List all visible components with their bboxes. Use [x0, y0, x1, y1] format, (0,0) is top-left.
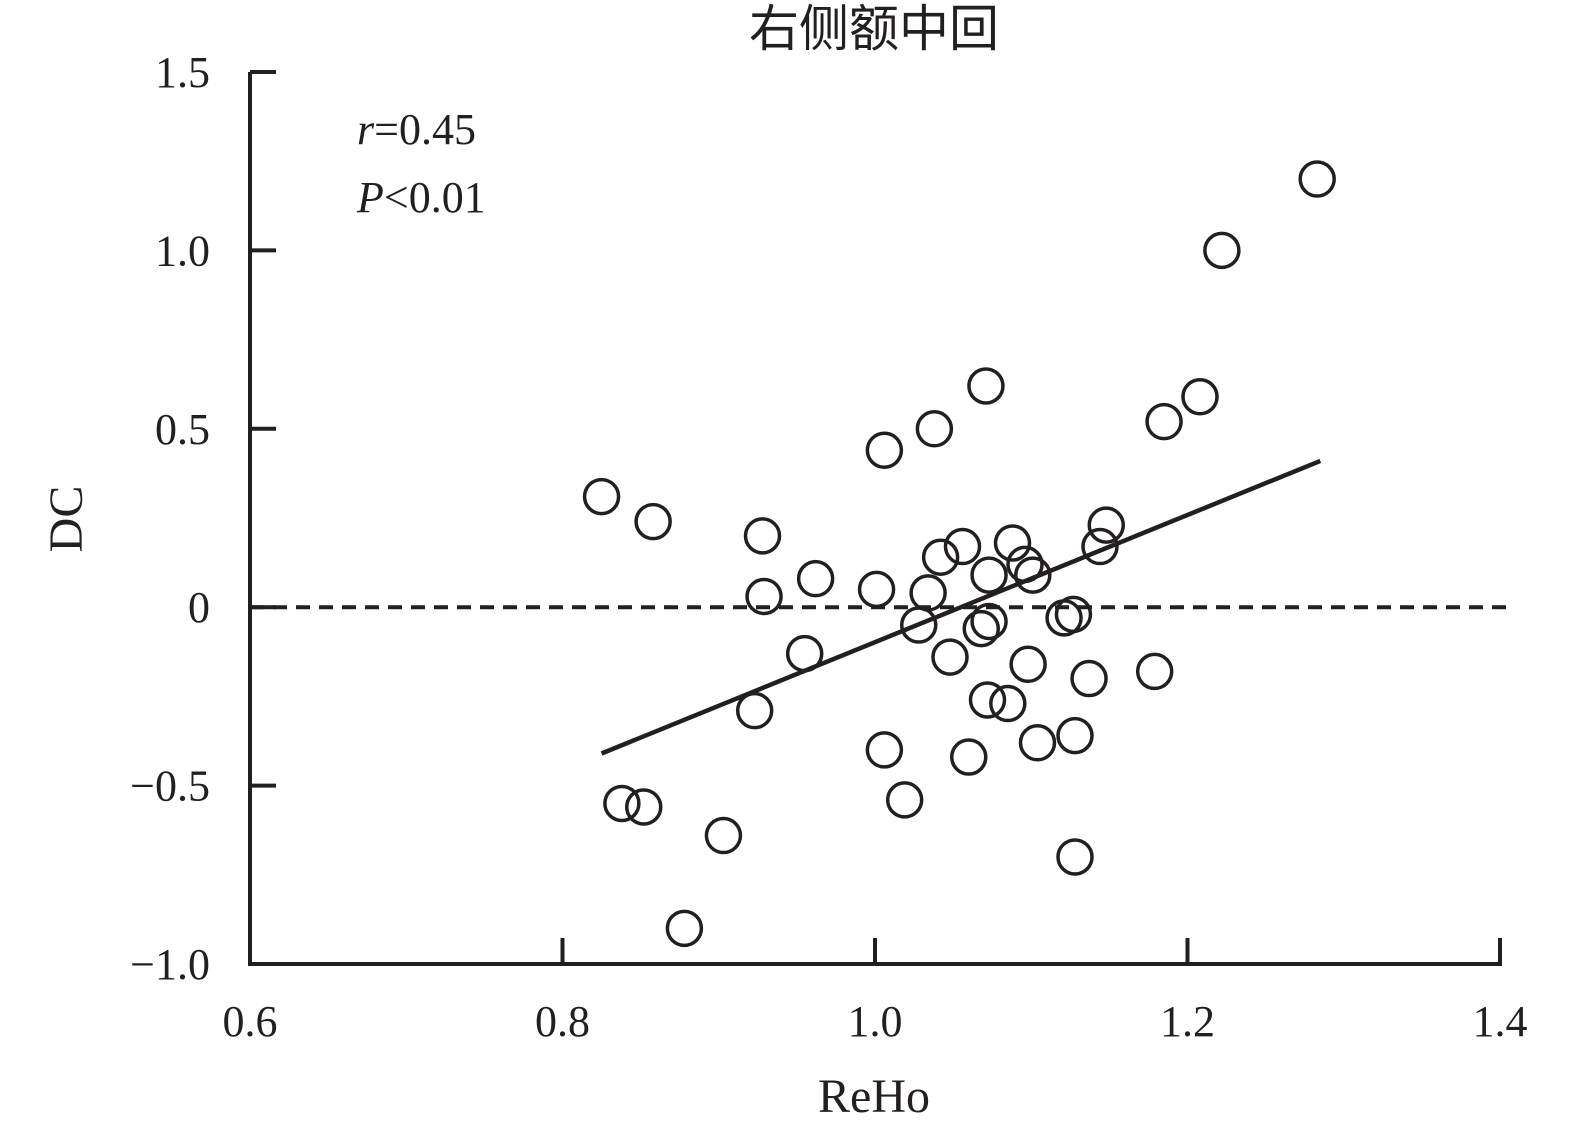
regression-line: [600, 458, 1322, 756]
data-point: [704, 816, 743, 855]
data-point: [962, 609, 1000, 648]
data-point: [1203, 231, 1241, 270]
data-point: [1018, 724, 1057, 762]
data-point: [909, 574, 947, 612]
data-point: [1009, 645, 1047, 684]
data-point: [1014, 556, 1052, 594]
data-point: [582, 477, 621, 516]
p-annotation: P<0.01: [356, 173, 486, 222]
data-point: [950, 738, 988, 776]
p-symbol: P: [356, 173, 384, 222]
data-point: [968, 681, 1007, 719]
data-point: [943, 527, 982, 566]
y-axis-title: DC: [40, 486, 93, 553]
tick-labels: 0.6 0.8 1.0 1.2 1.4 −1.0 −0.5 0 0.5 1.0 1.5: [130, 48, 1527, 1046]
data-point: [857, 570, 896, 609]
y-tick-label: 1.5: [155, 48, 210, 97]
data-point: [865, 731, 904, 769]
chart-title: 右侧额中回: [749, 1, 999, 57]
y-tick-label: 0: [188, 583, 210, 632]
data-point: [625, 788, 663, 826]
r-annotation: r=0.45: [357, 105, 476, 154]
data-point: [796, 559, 835, 598]
y-tick-label: 1.0: [155, 226, 210, 275]
x-tick-label: 1.4: [1473, 997, 1528, 1046]
x-tick-label: 1.0: [848, 997, 903, 1046]
x-tick-label: 0.8: [535, 997, 590, 1046]
data-point: [1056, 838, 1094, 876]
data-point: [993, 524, 1032, 562]
data-point: [743, 517, 782, 555]
data-point: [745, 577, 783, 616]
fit-line-layer: [600, 458, 1322, 756]
data-point: [1135, 652, 1174, 691]
data-point: [1070, 659, 1108, 698]
data-point: [1054, 595, 1093, 634]
x-axis-title: ReHo: [818, 1070, 930, 1123]
data-point: [967, 367, 1005, 405]
data-point: [1298, 160, 1336, 198]
data-point: [970, 556, 1008, 594]
data-point: [931, 638, 969, 676]
x-tick-label: 1.2: [1160, 997, 1215, 1046]
data-point: [865, 431, 904, 469]
data-point: [1081, 527, 1119, 566]
data-point: [921, 538, 960, 576]
data-point: [989, 684, 1027, 723]
data-point: [1006, 545, 1044, 584]
data-point: [785, 634, 824, 673]
data-point: [1181, 377, 1219, 416]
data-point: [634, 502, 672, 541]
data-points: [582, 160, 1336, 948]
data-point: [1056, 716, 1094, 755]
r-value: =0.45: [374, 105, 476, 154]
data-point: [970, 602, 1008, 641]
data-point: [885, 781, 924, 819]
data-point: [1145, 402, 1183, 441]
axes: [248, 70, 1502, 966]
data-point: [665, 909, 704, 948]
data-point: [915, 410, 954, 448]
r-symbol: r: [357, 105, 375, 154]
data-point: [603, 784, 641, 823]
x-tick-label: 0.6: [223, 997, 278, 1046]
p-value: <0.01: [384, 173, 486, 222]
data-point: [1087, 506, 1125, 544]
data-point: [735, 691, 774, 730]
y-tick-label: −1.0: [130, 940, 210, 989]
y-tick-label: −0.5: [130, 762, 210, 811]
y-tick-label: 0.5: [155, 405, 210, 454]
